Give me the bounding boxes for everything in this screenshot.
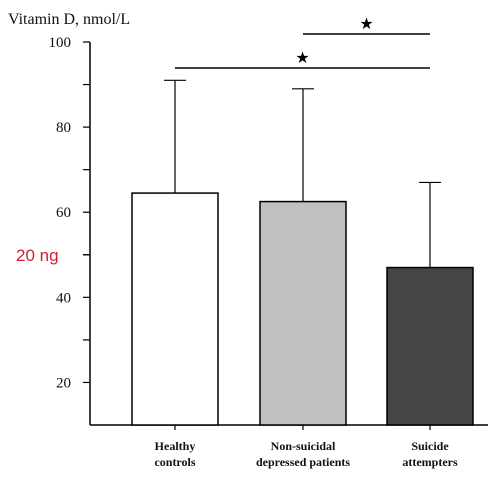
bar-2 (259, 200, 347, 426)
category-label-3: Suicide (411, 439, 449, 453)
y-tick-label: 100 (49, 35, 72, 51)
category-label-2: Non-suicidal (271, 439, 336, 453)
significance-star-2: ★ (359, 14, 373, 33)
category-label-1: controls (154, 455, 195, 469)
y-tick-label: 20 (56, 375, 71, 391)
annotation-background (12, 241, 78, 266)
bar-1 (131, 192, 219, 426)
significance-star-1: ★ (295, 48, 309, 67)
category-label-1: Healthy (155, 439, 196, 453)
category-label-3: attempters (402, 455, 458, 469)
bar-3 (386, 266, 474, 426)
y-tick-label: 60 (56, 205, 71, 221)
y-axis-label: Vitamin D, nmol/L (8, 11, 130, 28)
y-tick-label: 80 (56, 120, 71, 136)
annotation-label: 20 ng (16, 246, 59, 265)
y-tick-label: 40 (56, 290, 71, 306)
category-label-2: depressed patients (256, 455, 350, 469)
